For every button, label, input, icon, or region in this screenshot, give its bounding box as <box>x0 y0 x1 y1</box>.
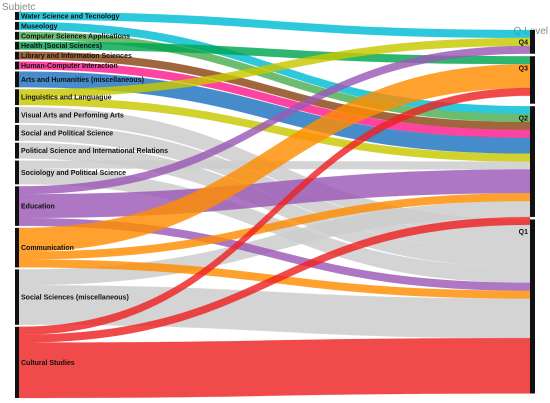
q-level-label-q1: Q1 <box>519 229 528 236</box>
subject-node-sociology-and-political-science <box>15 160 19 185</box>
subject-node-library-and-information-sciences <box>15 51 19 60</box>
subject-node-visual-arts-and-perfoming-arts <box>15 107 19 123</box>
subject-label-social-sciences-miscellaneous: Social Sciences (miscellaneous) <box>21 295 129 302</box>
subject-label-health-social-sciences: Health (Social Sciences) <box>21 43 102 50</box>
subject-label-sociology-and-political-science: Sociology and Political Science <box>21 170 126 177</box>
subject-label-computer-sciences-applications: Computer Sciences Applications <box>21 33 130 40</box>
subject-node-linguistics-and-languague <box>15 89 19 106</box>
flow-layer <box>18 11 531 399</box>
subject-label-linguistics-and-languague: Linguistics and Languague <box>21 95 112 102</box>
subject-label-communication: Communication <box>21 245 74 252</box>
q-level-label-q3: Q3 <box>519 66 528 73</box>
subject-nodes: Water Science and Tecnology Museology Comp… <box>15 12 168 398</box>
subject-label-political-science-and-international-relations: Political Science and International Rela… <box>21 148 168 155</box>
subject-label-education: Education <box>21 204 55 211</box>
subject-node-arts-and-humanities-miscellaneous <box>15 71 19 88</box>
subject-node-political-science-and-international-relations <box>15 142 19 159</box>
q-level-label-q2: Q2 <box>519 116 528 123</box>
subject-label-arts-and-humanities-miscellaneous: Arts and Humanities (miscellaneous) <box>21 77 144 84</box>
subject-label-visual-arts-and-perfoming-arts: Visual Arts and Perfoming Arts <box>21 113 124 120</box>
q-level-node-q3 <box>530 56 535 104</box>
subject-label-social-and-political-science: Social and Political Science <box>21 130 113 137</box>
q-level-node-q2 <box>530 106 535 217</box>
q-level-node-q1 <box>530 219 535 394</box>
subject-node-education <box>15 186 19 226</box>
subject-node-health-social-sciences <box>15 41 19 50</box>
subject-node-computer-sciences-applications <box>15 31 19 40</box>
q-level-label-q4: Q4 <box>519 39 528 46</box>
left-axis-title: Subjetc <box>2 2 35 13</box>
subject-node-social-and-political-science <box>15 124 19 141</box>
flow-cultural-studies-to-q1 <box>18 337 531 399</box>
subject-node-communication <box>15 227 19 268</box>
subject-node-social-sciences-miscellaneous <box>15 269 19 325</box>
subject-label-museology: Museology <box>21 23 58 30</box>
subject-node-cultural-studies <box>15 326 19 398</box>
subject-label-cultural-studies: Cultural Studies <box>21 360 75 367</box>
subject-label-library-and-information-sciences: Library and Information Sciences <box>21 53 132 60</box>
q-level-nodes: Q4 Q3 Q2 Q1 <box>519 30 535 394</box>
subject-label-human-computer-interaction: Human-Computer Interaction <box>21 63 118 70</box>
subject-node-museology <box>15 21 19 30</box>
subject-node-human-computer-interaction <box>15 61 19 70</box>
q-level-node-q4 <box>530 30 535 54</box>
subject-node-water-science-and-tecnology <box>15 12 19 20</box>
subject-label-water-science-and-tecnology: Water Science and Tecnology <box>21 13 120 20</box>
